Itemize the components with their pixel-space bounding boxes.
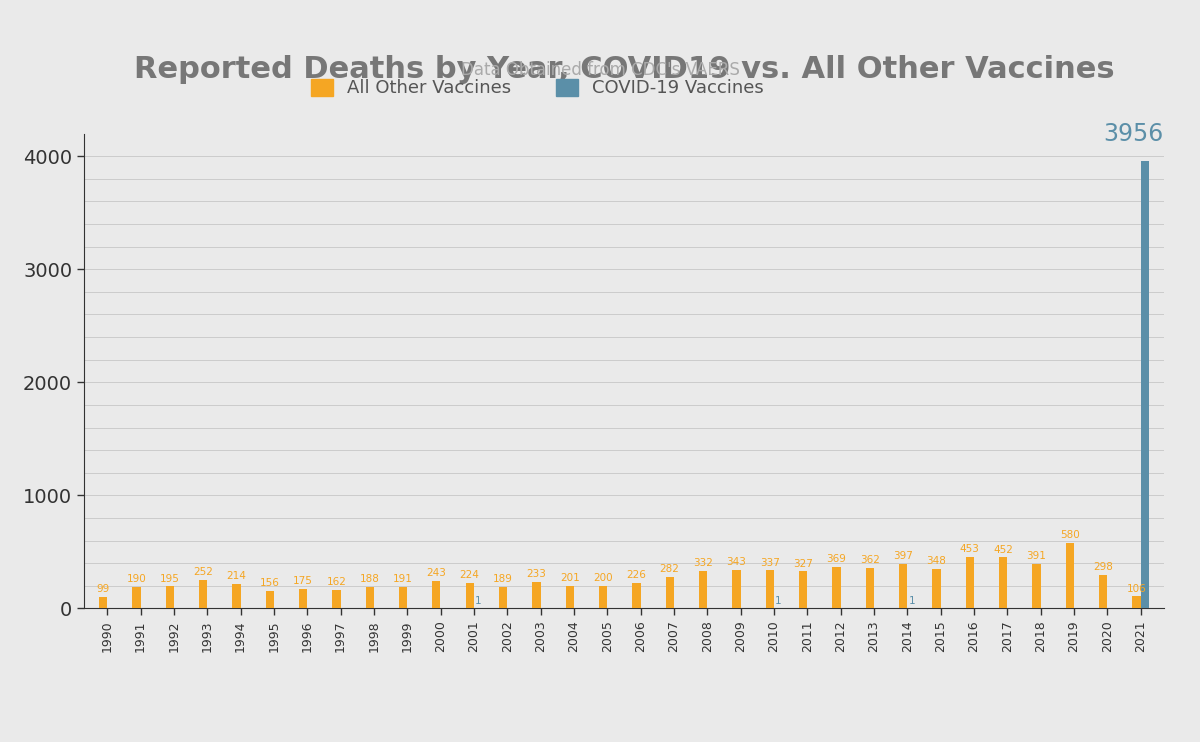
Bar: [732, 570, 740, 608]
Text: 224: 224: [460, 571, 480, 580]
Bar: [766, 571, 774, 608]
Bar: [265, 591, 274, 608]
Text: 3956: 3956: [1103, 122, 1164, 146]
Text: 162: 162: [326, 577, 347, 588]
Bar: [1132, 597, 1140, 608]
Bar: [832, 567, 840, 608]
Text: 1: 1: [908, 596, 914, 605]
Text: 327: 327: [793, 559, 812, 568]
Text: 348: 348: [926, 556, 947, 566]
Text: 175: 175: [293, 576, 313, 586]
Bar: [1099, 575, 1108, 608]
Text: 233: 233: [527, 569, 546, 580]
Text: 298: 298: [1093, 562, 1112, 572]
Text: 201: 201: [559, 573, 580, 583]
Text: 453: 453: [960, 545, 979, 554]
Text: 214: 214: [227, 571, 246, 582]
Bar: [799, 571, 808, 608]
Bar: [166, 586, 174, 608]
Text: 106: 106: [1127, 584, 1146, 594]
Bar: [565, 585, 574, 608]
Bar: [332, 590, 341, 608]
Text: 452: 452: [994, 545, 1013, 554]
Bar: [499, 587, 508, 608]
Title: Reported Deaths by Year, COVID19 vs. All Other Vaccines: Reported Deaths by Year, COVID19 vs. All…: [133, 55, 1115, 84]
Text: 252: 252: [193, 567, 212, 577]
Legend: All Other Vaccines, COVID-19 Vaccines: All Other Vaccines, COVID-19 Vaccines: [304, 71, 772, 105]
Text: 282: 282: [660, 564, 679, 574]
Bar: [932, 569, 941, 608]
Bar: [865, 568, 874, 608]
Text: 195: 195: [160, 574, 180, 583]
Bar: [98, 597, 107, 608]
Bar: [998, 557, 1007, 608]
Text: 188: 188: [360, 574, 379, 585]
Bar: [299, 588, 307, 608]
Text: 200: 200: [593, 573, 613, 583]
Text: 191: 191: [394, 574, 413, 584]
Bar: [366, 587, 374, 608]
Bar: [899, 564, 907, 608]
Text: 362: 362: [859, 555, 880, 565]
Bar: [432, 581, 440, 608]
Bar: [398, 587, 407, 608]
Text: 1: 1: [475, 596, 481, 605]
Bar: [599, 586, 607, 608]
Bar: [698, 571, 707, 608]
Text: 190: 190: [126, 574, 146, 584]
Text: 580: 580: [1060, 530, 1080, 540]
Text: 369: 369: [827, 554, 846, 564]
Text: 99: 99: [96, 585, 109, 594]
Bar: [666, 577, 674, 608]
Text: Data Obtained from CDC's VAERS: Data Obtained from CDC's VAERS: [461, 62, 739, 79]
Text: 391: 391: [1026, 551, 1046, 562]
Bar: [532, 582, 540, 608]
Text: 343: 343: [726, 556, 746, 567]
Text: 332: 332: [694, 558, 713, 568]
Bar: [632, 583, 641, 608]
Bar: [232, 584, 240, 608]
Bar: [199, 580, 208, 608]
Text: 337: 337: [760, 557, 780, 568]
Bar: [1066, 543, 1074, 608]
Bar: [1141, 161, 1150, 608]
Text: 189: 189: [493, 574, 512, 584]
Bar: [966, 557, 974, 608]
Bar: [466, 583, 474, 608]
Bar: [132, 587, 140, 608]
Text: 397: 397: [893, 551, 913, 561]
Text: 156: 156: [259, 578, 280, 588]
Text: 1: 1: [775, 596, 781, 605]
Text: 243: 243: [426, 568, 446, 578]
Bar: [1032, 564, 1040, 608]
Text: 226: 226: [626, 570, 647, 580]
